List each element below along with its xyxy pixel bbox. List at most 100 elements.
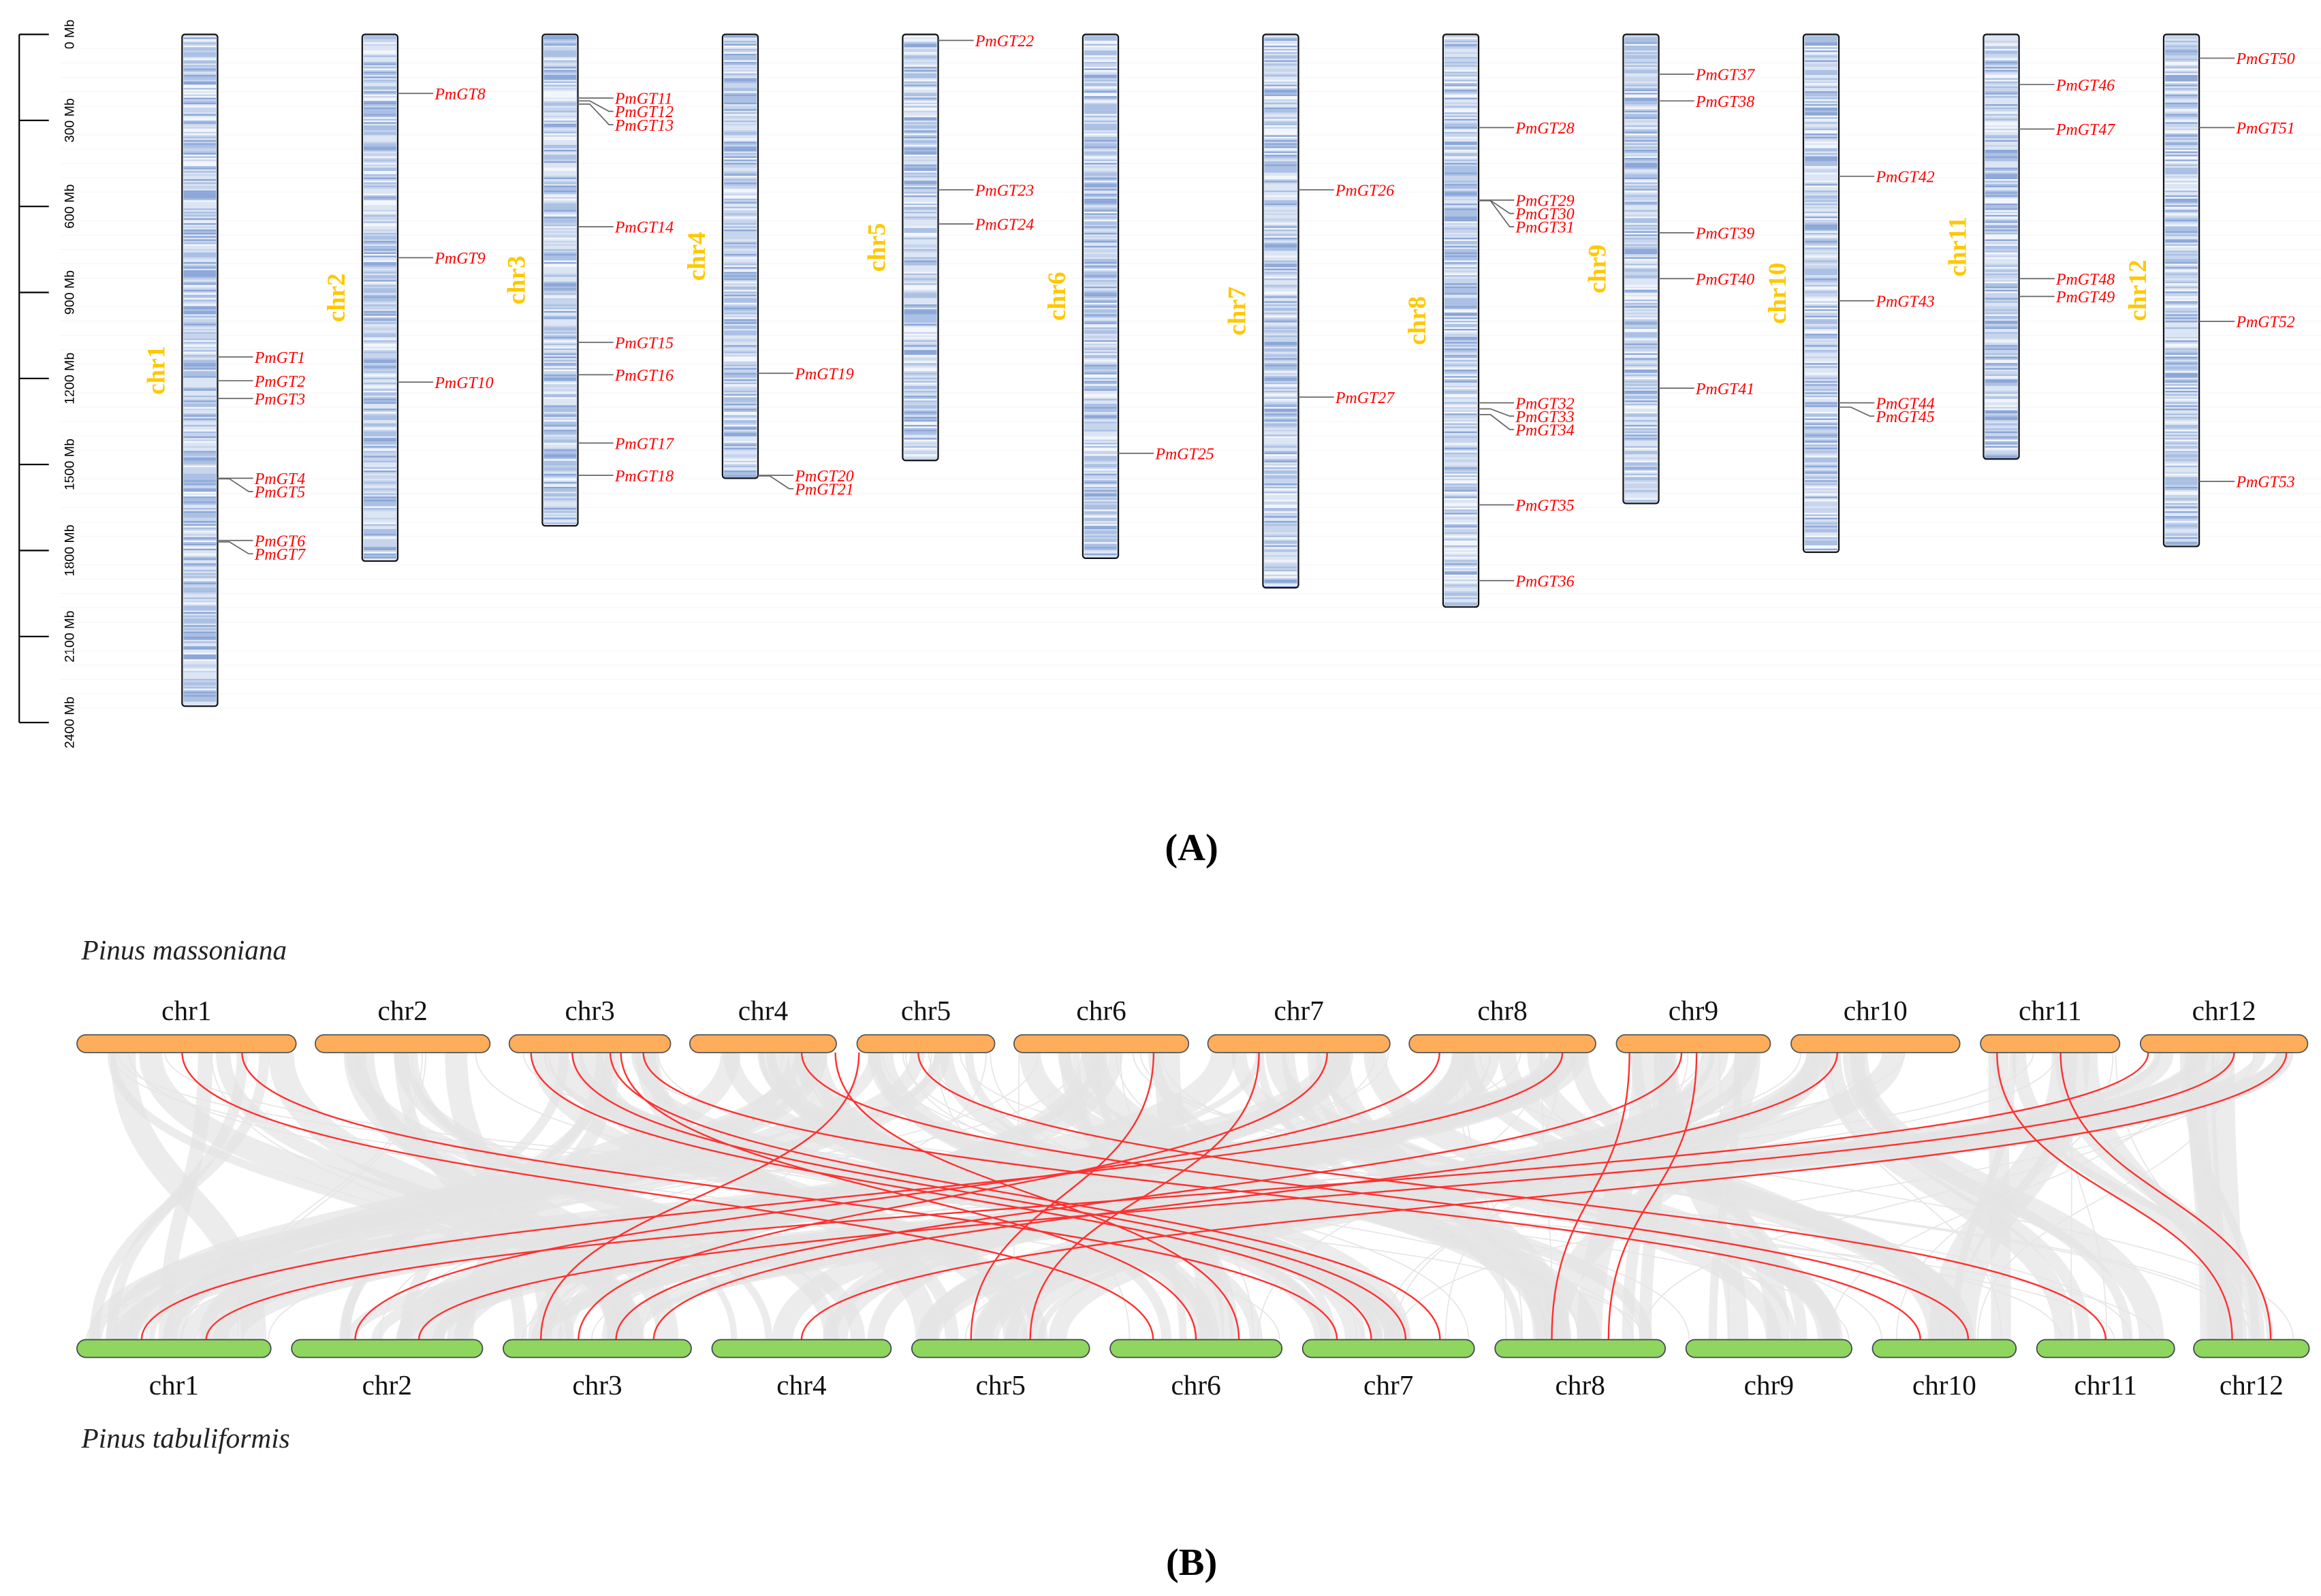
bottom-chromosome-bar[interactable] xyxy=(1301,1339,1475,1358)
gene-label[interactable]: PmGT2 xyxy=(254,373,305,391)
gene-link-PmGT16[interactable] xyxy=(620,1052,1197,1340)
gene-label[interactable]: PmGT30 xyxy=(1515,206,1574,223)
bottom-chromosome-bar[interactable] xyxy=(291,1339,484,1358)
bottom-chromosome-bar[interactable] xyxy=(2036,1339,2175,1358)
top-chromosome-bar[interactable] xyxy=(2139,1034,2309,1053)
gene-link-PmGT42[interactable] xyxy=(652,1052,1839,1340)
bottom-chromosome-bar[interactable] xyxy=(711,1339,892,1358)
gene-link-PmGT15[interactable] xyxy=(609,1052,1441,1340)
gene-link-PmGT17[interactable] xyxy=(642,1052,1921,1340)
gene-label[interactable]: PmGT44 xyxy=(1875,395,1934,413)
gene-label[interactable]: PmGT5 xyxy=(254,484,305,502)
gene-link-PmGT22[interactable] xyxy=(539,1052,860,1340)
gene-label[interactable]: PmGT18 xyxy=(614,468,674,485)
gene-label[interactable]: PmGT15 xyxy=(614,334,674,352)
bottom-chromosome-bar[interactable] xyxy=(1685,1339,1852,1358)
gene-label[interactable]: PmGT21 xyxy=(794,481,853,498)
bottom-chromosome-bar[interactable] xyxy=(503,1339,692,1358)
gene-link-PmGT20[interactable] xyxy=(834,1052,1240,1340)
gene-label[interactable]: PmGT16 xyxy=(614,367,674,385)
gene-label[interactable]: PmGT8 xyxy=(434,86,485,103)
bottom-chromosome-bar[interactable] xyxy=(1494,1339,1667,1358)
gene-link-PmGT19[interactable] xyxy=(800,1052,1970,1340)
bottom-chromosome-bar[interactable] xyxy=(1109,1339,1283,1358)
gene-label[interactable]: PmGT10 xyxy=(434,374,493,392)
gene-label[interactable]: PmGT48 xyxy=(2055,271,2115,289)
gene-label[interactable]: PmGT4 xyxy=(254,470,305,488)
gene-label[interactable]: PmGT50 xyxy=(2235,50,2294,68)
gene-label[interactable]: PmGT36 xyxy=(1515,573,1574,590)
gene-link-PmGT14[interactable] xyxy=(571,1052,1407,1340)
gene-label[interactable]: PmGT43 xyxy=(1875,293,1934,310)
gene-label[interactable]: PmGT6 xyxy=(254,532,305,550)
chromosome-outline[interactable] xyxy=(1442,33,1480,608)
gene-label[interactable]: PmGT34 xyxy=(1515,421,1574,439)
gene-label[interactable]: PmGT9 xyxy=(434,250,485,268)
gene-link-PmGT6[interactable] xyxy=(241,1052,1338,1340)
bottom-chromosome-bar[interactable] xyxy=(2193,1339,2310,1358)
bottom-chromosome-bar[interactable] xyxy=(911,1339,1090,1358)
gene-label[interactable]: PmGT46 xyxy=(2055,77,2115,95)
gene-link-PmGT35[interactable] xyxy=(140,1052,1564,1340)
chromosome-outline[interactable] xyxy=(1622,33,1660,505)
gene-label[interactable]: PmGT52 xyxy=(2235,314,2294,332)
gene-label[interactable]: PmGT28 xyxy=(1515,120,1574,138)
gene-label[interactable]: PmGT40 xyxy=(1695,271,1754,289)
chromosome-outline[interactable] xyxy=(1262,33,1299,589)
top-chromosome-bar[interactable] xyxy=(1207,1034,1391,1053)
top-chromosome-bar[interactable] xyxy=(856,1034,996,1053)
top-chromosome-bar[interactable] xyxy=(1013,1034,1190,1053)
gene-label[interactable]: PmGT25 xyxy=(1154,445,1214,463)
gene-link-PmGT39[interactable] xyxy=(615,1052,1683,1340)
gene-label[interactable]: PmGT27 xyxy=(1335,389,1395,407)
gene-label[interactable]: PmGT53 xyxy=(2235,474,2294,492)
gene-link-PmGT52[interactable] xyxy=(417,1052,2235,1340)
chromosome-outline[interactable] xyxy=(2162,33,2200,547)
gene-link-PmGT27[interactable] xyxy=(578,1052,1328,1340)
gene-label[interactable]: PmGT33 xyxy=(1515,409,1574,426)
gene-link-PmGT24[interactable] xyxy=(917,1052,2106,1340)
top-chromosome-bar[interactable] xyxy=(508,1034,672,1053)
chromosome-outline[interactable] xyxy=(181,33,219,707)
chromosome-outline[interactable] xyxy=(1983,33,2020,460)
gene-label[interactable]: PmGT39 xyxy=(1695,225,1754,243)
top-chromosome-bar[interactable] xyxy=(1408,1034,1596,1053)
gene-label[interactable]: PmGT26 xyxy=(1335,182,1394,200)
gene-link-PmGT25[interactable] xyxy=(970,1052,1155,1340)
top-chromosome-bar[interactable] xyxy=(1615,1034,1771,1053)
chromosome-outline[interactable] xyxy=(902,33,939,462)
gene-link-PmGT53[interactable] xyxy=(800,1052,2288,1340)
gene-link-PmGT40[interactable] xyxy=(1607,1052,1698,1340)
gene-label[interactable]: PmGT29 xyxy=(1515,193,1574,210)
gene-label[interactable]: PmGT12 xyxy=(614,103,674,121)
gene-label[interactable]: PmGT22 xyxy=(975,33,1034,50)
gene-label[interactable]: PmGT32 xyxy=(1515,395,1574,413)
gene-label[interactable]: PmGT1 xyxy=(254,349,305,367)
gene-label[interactable]: PmGT23 xyxy=(975,182,1034,200)
gene-label[interactable]: PmGT31 xyxy=(1515,219,1574,237)
gene-link-PmGT1[interactable] xyxy=(181,1052,1154,1340)
gene-label[interactable]: PmGT11 xyxy=(614,91,673,108)
bottom-chromosome-bar[interactable] xyxy=(76,1339,272,1358)
top-chromosome-bar[interactable] xyxy=(1790,1034,1961,1053)
top-chromosome-bar[interactable] xyxy=(1980,1034,2121,1053)
chromosome-outline[interactable] xyxy=(1081,33,1120,559)
gene-label[interactable]: PmGT38 xyxy=(1695,93,1754,111)
gene-label[interactable]: PmGT17 xyxy=(614,435,674,453)
gene-link-PmGT28[interactable] xyxy=(354,1052,1440,1340)
gene-link-PmGT50[interactable] xyxy=(205,1052,2149,1340)
gene-link-PmGT48[interactable] xyxy=(2059,1052,2272,1340)
gene-label[interactable]: PmGT7 xyxy=(254,546,306,564)
gene-label[interactable]: PmGT13 xyxy=(614,117,674,135)
top-chromosome-bar[interactable] xyxy=(76,1034,297,1053)
gene-label[interactable]: PmGT14 xyxy=(614,219,674,237)
gene-label[interactable]: PmGT47 xyxy=(2055,121,2115,139)
gene-link-PmGT46[interactable] xyxy=(1996,1052,2233,1340)
gene-label[interactable]: PmGT19 xyxy=(794,366,853,383)
gene-label[interactable]: PmGT45 xyxy=(1875,409,1934,426)
gene-label[interactable]: PmGT41 xyxy=(1695,381,1754,398)
top-chromosome-bar[interactable] xyxy=(689,1034,837,1053)
chromosome-outline[interactable] xyxy=(1802,33,1840,554)
gene-label[interactable]: PmGT3 xyxy=(254,391,305,409)
gene-label[interactable]: PmGT20 xyxy=(794,468,853,485)
